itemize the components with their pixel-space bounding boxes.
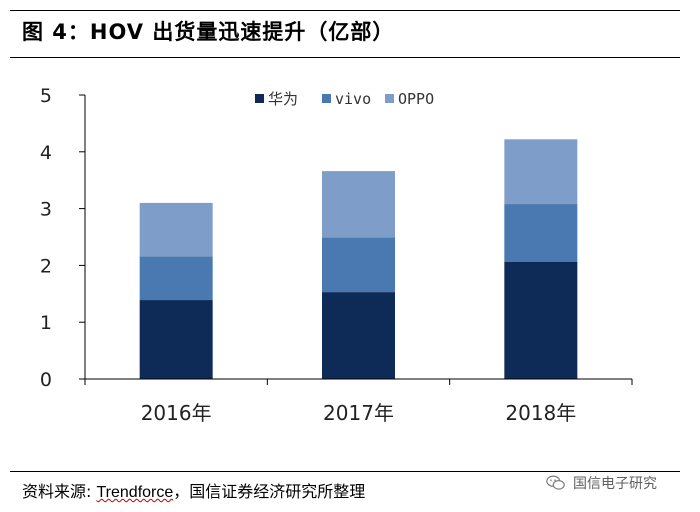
legend-label-OPPO: OPPO [398,90,434,108]
x-tick-label: 2018年 [505,401,576,425]
legend-label-华为: 华为 [268,90,298,108]
y-tick-label: 0 [40,369,52,391]
x-tick-label: 2017年 [323,401,394,425]
source-brand: Trendforce [96,484,174,501]
y-tick-label: 1 [40,312,52,334]
bar-vivo-2016年 [139,256,213,301]
x-tick-label: 2016年 [141,401,212,425]
bar-OPPO-2018年 [504,139,578,205]
watermark-text: 国信电子研究 [573,476,657,492]
y-tick-label: 3 [40,199,52,221]
bar-华为-2016年 [139,300,213,379]
source-note: 资料来源: Trendforce，国信证券经济研究所整理 [22,482,366,501]
bar-华为-2018年 [504,261,578,379]
legend-swatch-vivo [322,94,331,103]
source-rule [10,471,680,472]
bar-vivo-2018年 [504,204,578,262]
bar-vivo-2017年 [322,237,395,293]
source-label: 资料来源 [22,482,87,501]
bar-OPPO-2016年 [139,202,213,257]
bar-OPPO-2017年 [322,171,395,238]
top-rule [10,10,680,11]
y-tick-label: 5 [40,85,52,107]
legend-swatch-华为 [255,94,264,103]
legend-swatch-OPPO [385,94,394,103]
legend-label-vivo: vivo [335,90,371,108]
y-tick-label: 4 [40,142,52,164]
wechat-icon [546,475,565,490]
title-rule [10,57,680,58]
y-tick-label: 2 [40,255,52,277]
watermark: 国信电子研究 [545,472,657,494]
source-rest: ，国信证券经济研究所整理 [173,482,366,501]
figure-title: 图 4：HOV 出货量迅速提升（亿部） [22,20,395,44]
bar-华为-2017年 [322,292,395,379]
